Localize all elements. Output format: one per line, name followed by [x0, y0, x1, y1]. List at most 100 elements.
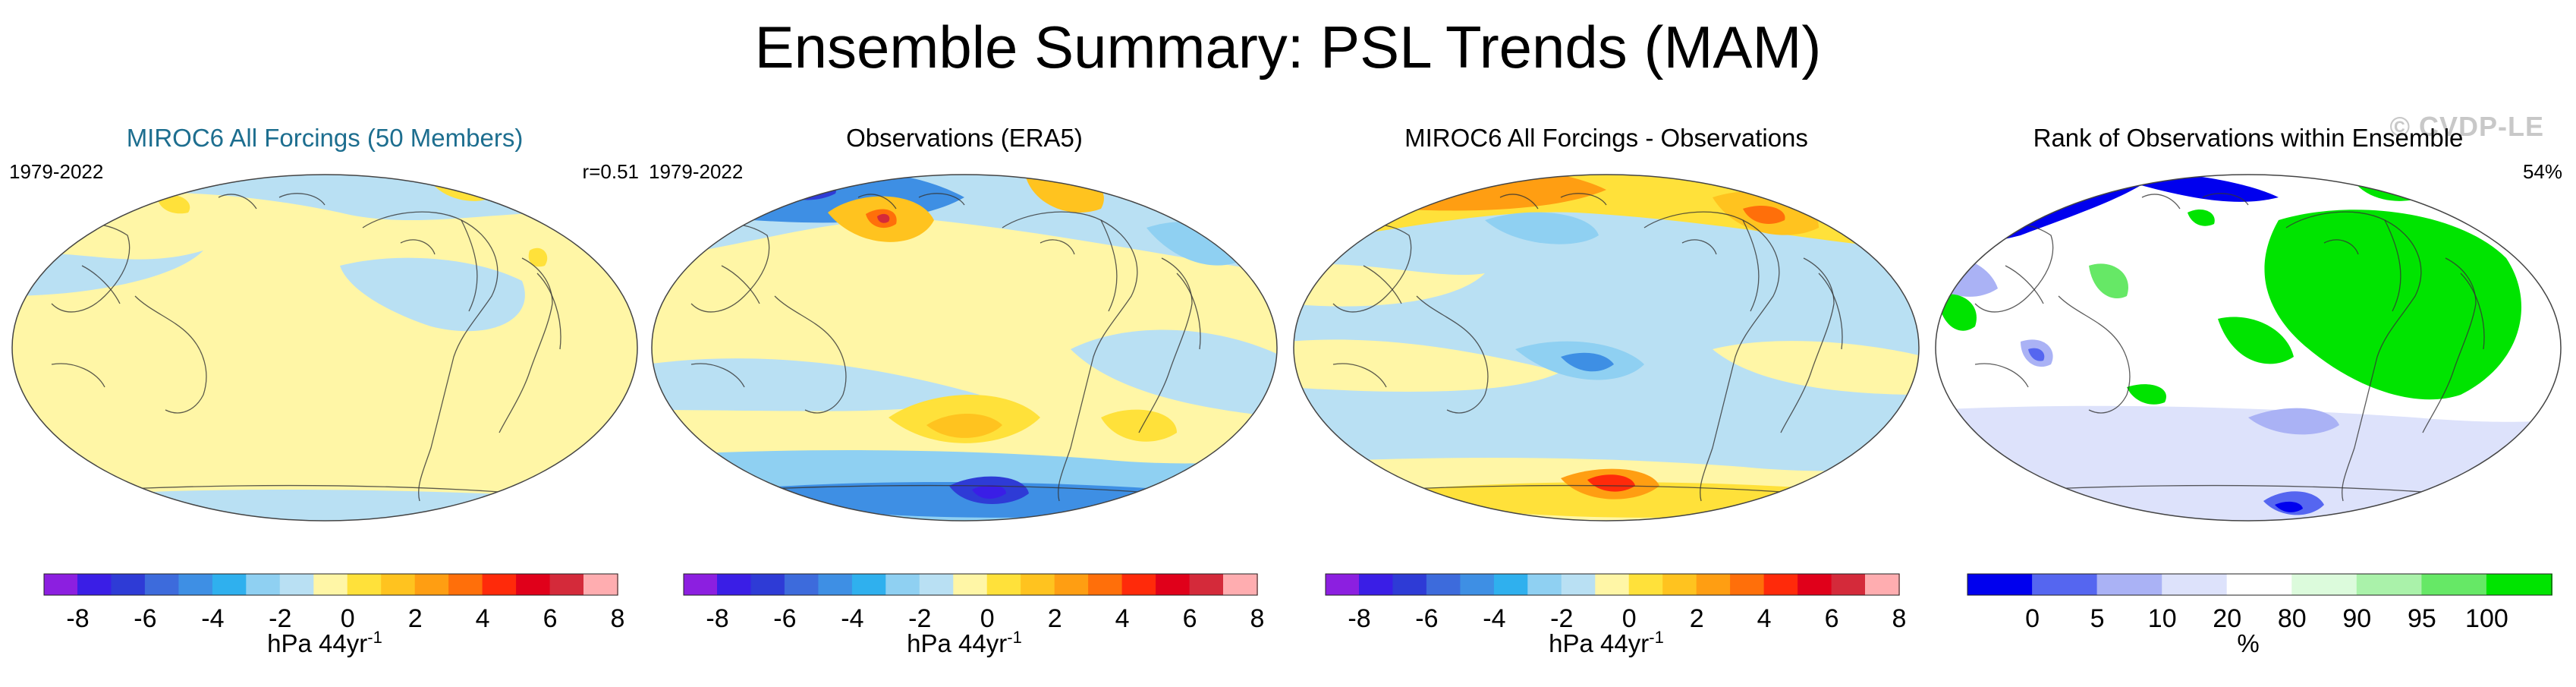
coastline [1138, 257, 1193, 433]
map-border [11, 174, 638, 522]
colorbar-box [1426, 573, 1461, 596]
colorbar-tick-label: 8 [1250, 604, 1265, 633]
colorbar-box [43, 573, 79, 596]
colorbar-box [583, 573, 618, 596]
coastline [2202, 193, 2249, 206]
colorbar-tick-label: -4 [201, 604, 224, 633]
map-border [651, 174, 1278, 522]
colorbar-box [919, 573, 955, 596]
colorbar-box [818, 573, 854, 596]
colorbar-box [246, 573, 282, 596]
colorbar-box [2291, 573, 2358, 596]
colorbar-box [1088, 573, 1124, 596]
panel-period: 1979-2022 [649, 160, 744, 183]
panel-difference: MIROC6 All Forcings - Observations -8 -6-… [1288, 114, 1925, 683]
panel-observations: Observations (ERA5) 1979-2022 -8 -6 -4 -2 0 2… [646, 114, 1283, 683]
colorbar-box [1696, 573, 1731, 596]
colorbar-tick-label: -2 [269, 604, 291, 633]
colorbar-boxes [683, 573, 1258, 596]
colorbar-tick-label: 2 [408, 604, 423, 633]
coastline [1974, 363, 2029, 388]
colorbar-tick-label: 0 [980, 604, 995, 633]
colorbar-tick-label: 8 [1892, 604, 1907, 633]
colorbar-frame [1325, 573, 1900, 596]
map-plot [1293, 174, 1920, 522]
colorbar-box [111, 573, 146, 596]
colorbar-box [1460, 573, 1496, 596]
colorbar-tick-label: 2 [1048, 604, 1062, 633]
field-contour [1936, 405, 2561, 521]
field-contour [2188, 209, 2215, 226]
colorbar-tick-label: 4 [1115, 604, 1130, 633]
colorbar-box [313, 573, 349, 596]
coastline [774, 295, 847, 414]
colorbar-box [2162, 573, 2228, 596]
colorbar-label: % [2237, 629, 2260, 657]
coastline [134, 295, 207, 414]
colorbar-box [77, 573, 112, 596]
panel-title: MIROC6 All Forcings (50 Members) [126, 124, 524, 152]
coastline [1176, 273, 1201, 350]
colorbar-box [1730, 573, 1766, 596]
map-plot [651, 174, 1278, 522]
coastline [2005, 265, 2044, 304]
field-contour [1101, 409, 1177, 442]
colorbar-box [1662, 573, 1698, 596]
coastline [536, 273, 561, 350]
field-contour [12, 251, 203, 296]
field-background [12, 175, 637, 521]
colorbar-tick-label: 6 [1183, 604, 1197, 633]
colorbar-frame [43, 573, 618, 596]
field-contour [1071, 329, 1277, 418]
colorbar-tick-label: 8 [611, 604, 625, 633]
field-contour [2089, 263, 2128, 299]
colorbar-box [144, 573, 180, 596]
colorbar: -8 -6 -4 -2 0 2 4 6 8 [1325, 573, 1907, 633]
colorbar-box [1021, 573, 1056, 596]
panel-title: MIROC6 All Forcings - Observations [1404, 124, 1808, 152]
colorbar-box [1798, 573, 1833, 596]
coastline [362, 211, 499, 502]
coastline [400, 239, 436, 255]
field-contour [2264, 210, 2521, 400]
coastline [2285, 211, 2422, 502]
colorbar-box [1831, 573, 1867, 596]
panel-rank-percent: 54% [2522, 160, 2562, 183]
panel-correlation: r=0.51 [582, 160, 639, 183]
watermark: © CVDP-LE [2389, 111, 2544, 142]
field-contour [2400, 323, 2455, 352]
colorbar-box [1527, 573, 1563, 596]
colorbar-box [1054, 573, 1090, 596]
coastline [857, 194, 897, 210]
map-border [1935, 174, 2562, 522]
coastline [1560, 193, 1607, 206]
colorbar-tick-label: -8 [706, 604, 728, 633]
colorbar-box [1493, 573, 1529, 596]
coastline [1363, 265, 1402, 304]
colorbar-box [750, 573, 786, 596]
field-contour [2127, 384, 2166, 405]
colorbar-box [1561, 573, 1596, 596]
colorbar-box [212, 573, 247, 596]
colorbar-box [1359, 573, 1394, 596]
figure-title: Ensemble Summary: PSL Trends (MAM) [754, 14, 1822, 80]
colorbar-box [2356, 573, 2423, 596]
colorbar-box [414, 573, 450, 596]
colorbar-box [953, 573, 989, 596]
panel-model-mean: MIROC6 All Forcings (50 Members) 1979-20… [6, 114, 643, 683]
coastline [1818, 273, 1843, 350]
field-contour [877, 213, 890, 223]
coastline [2422, 257, 2477, 433]
field-contour [1294, 339, 1561, 392]
colorbar-box [1628, 573, 1664, 596]
field-contour [1294, 264, 1485, 307]
field-contour [1937, 294, 1977, 331]
field-contour [158, 194, 190, 214]
colorbar-label: hPa 44yr-1 [267, 628, 382, 657]
coastline [918, 193, 965, 206]
colorbar-tick-label: -4 [1483, 604, 1505, 633]
colorbar-frame [683, 573, 1258, 596]
map-field [1936, 175, 2561, 521]
colorbar-tick-label: -6 [134, 604, 156, 633]
colorbar-box [2421, 573, 2488, 596]
